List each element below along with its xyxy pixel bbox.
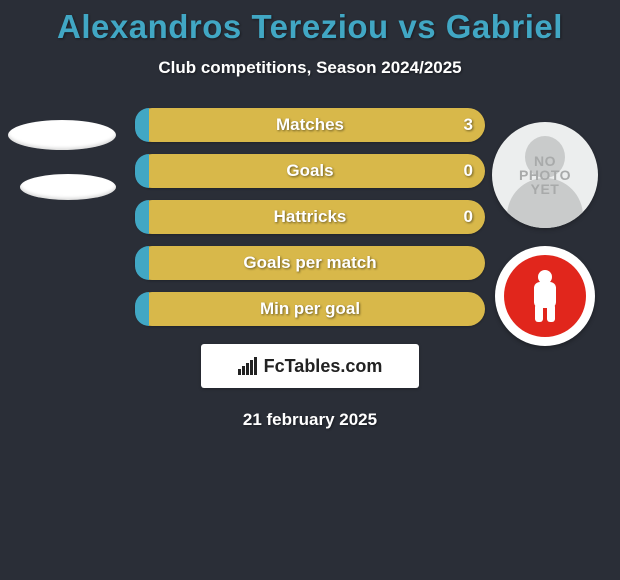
stat-label: Goals per match — [135, 246, 485, 280]
stat-label: Goals — [135, 154, 485, 188]
stats-container: Matches3Goals0Hattricks0Goals per matchM… — [0, 108, 620, 326]
stat-value-right: 0 — [464, 154, 473, 188]
page-subtitle: Club competitions, Season 2024/2025 — [0, 58, 620, 78]
brand-box[interactable]: FcTables.com — [201, 344, 419, 388]
stat-row: Goals0 — [135, 154, 485, 188]
bar-chart-icon — [238, 357, 258, 375]
stat-row: Hattricks0 — [135, 200, 485, 234]
stat-row: Matches3 — [135, 108, 485, 142]
stat-label: Hattricks — [135, 200, 485, 234]
stat-label: Min per goal — [135, 292, 485, 326]
stat-row: Goals per match — [135, 246, 485, 280]
stat-value-right: 3 — [464, 108, 473, 142]
stat-label: Matches — [135, 108, 485, 142]
brand-label: FcTables.com — [264, 356, 383, 377]
footer-date: 21 february 2025 — [0, 410, 620, 430]
page-title: Alexandros Tereziou vs Gabriel — [0, 0, 620, 46]
stat-value-right: 0 — [464, 200, 473, 234]
stat-row: Min per goal — [135, 292, 485, 326]
